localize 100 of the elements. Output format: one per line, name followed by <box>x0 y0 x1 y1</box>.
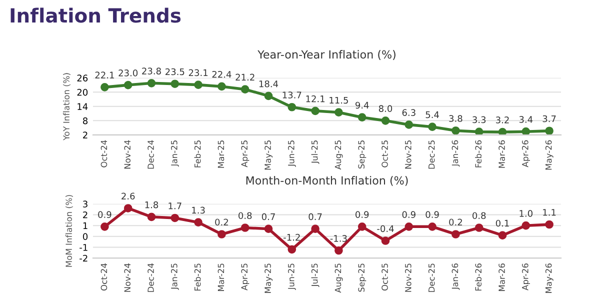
y-axis-title: YoY Inflation (%) <box>63 73 70 140</box>
y-tick-label: 3 <box>83 200 88 208</box>
data-label: 0.8 <box>472 212 486 220</box>
x-tick-label: Oct-24 <box>100 263 108 291</box>
data-label: 0.2 <box>449 218 462 226</box>
data-label: 22.4 <box>212 70 232 78</box>
y-tick-label: -2 <box>80 254 88 262</box>
x-tick-label: Oct-25 <box>382 264 388 291</box>
x-tick-label: Feb-26 <box>475 263 482 291</box>
y-tick-label: -1 <box>80 244 88 251</box>
point <box>170 80 180 88</box>
x-tick-label: Sep-25 <box>358 264 366 292</box>
y-tick-label: 14 <box>78 103 88 110</box>
point <box>288 102 296 112</box>
point <box>311 106 320 116</box>
point <box>452 126 460 135</box>
data-label: 0.9 <box>402 211 416 218</box>
data-label: 0.1 <box>496 220 509 227</box>
point <box>522 127 530 135</box>
y-tick-label: 20 <box>77 88 88 96</box>
data-label: 0.8 <box>238 212 252 220</box>
point <box>452 230 460 238</box>
x-tick-label: Aug-25 <box>334 140 343 170</box>
data-label: 11.5 <box>330 96 348 104</box>
x-tick-label: Feb-25 <box>194 140 201 168</box>
point <box>100 222 109 231</box>
y-tick-label: 8 <box>83 117 88 124</box>
point <box>381 236 390 245</box>
point <box>498 128 507 135</box>
x-tick-label: Dec-24 <box>148 140 154 169</box>
x-tick-label: Jun-25 <box>288 140 296 167</box>
x-tick-label: Mar-26 <box>498 140 505 168</box>
data-label: 5.4 <box>426 111 439 118</box>
point <box>545 220 554 229</box>
point <box>124 204 132 212</box>
data-label: 13.7 <box>282 92 302 98</box>
point <box>428 122 436 131</box>
x-tick-label: Jan-26 <box>452 140 460 167</box>
y-tick-label: 0 <box>82 233 88 240</box>
point <box>311 224 320 233</box>
point <box>404 120 414 129</box>
point <box>474 224 484 232</box>
data-label: 23.5 <box>166 68 184 76</box>
x-tick-label: May-25 <box>264 264 273 293</box>
data-label: 1.3 <box>192 206 205 214</box>
x-tick-label: May-25 <box>264 140 273 170</box>
x-tick-label: Apr-26 <box>522 263 530 290</box>
data-label: 0.2 <box>215 218 228 226</box>
point <box>264 224 273 233</box>
y-tick-label: 26 <box>77 74 88 82</box>
x-tick-label: May-26 <box>545 263 554 293</box>
data-label: 9.4 <box>355 102 369 109</box>
point <box>170 214 180 222</box>
point <box>218 230 226 238</box>
x-tick-label: Jan-25 <box>171 264 179 290</box>
point <box>522 221 530 230</box>
data-label: 1.7 <box>168 202 182 210</box>
point <box>100 83 109 92</box>
point <box>194 80 202 89</box>
data-label: 22.1 <box>95 72 114 78</box>
x-tick-label: Dec-25 <box>428 264 435 292</box>
data-label: 0.9 <box>426 211 439 218</box>
data-label: 3.7 <box>542 115 556 122</box>
x-tick-label: Apr-25 <box>241 264 250 290</box>
x-tick-label: Dec-24 <box>148 263 154 292</box>
x-tick-label: Jan-25 <box>171 140 179 167</box>
x-tick-label: Nov-24 <box>124 140 131 169</box>
point <box>334 108 343 117</box>
x-tick-label: Jan-26 <box>452 263 460 290</box>
data-label: 1.8 <box>145 201 158 208</box>
data-label: 23.8 <box>142 68 161 74</box>
point <box>194 218 202 226</box>
point <box>358 113 366 122</box>
x-tick-label: Jun-25 <box>288 264 296 290</box>
point <box>264 92 273 100</box>
x-tick-label: Nov-25 <box>405 264 412 292</box>
y-tick-label: 2 <box>83 211 88 218</box>
x-tick-label: Nov-25 <box>405 140 412 169</box>
point <box>358 222 366 231</box>
y-axis-title: MoM Inflation (%) <box>66 195 73 267</box>
point <box>288 245 296 254</box>
point <box>428 222 436 231</box>
data-label: -1.2 <box>284 234 300 241</box>
data-label: -0.4 <box>377 225 394 232</box>
chart-title: Year-on-Year Inflation (%) <box>258 50 396 60</box>
y-tick-label: 2 <box>83 132 88 138</box>
point <box>334 246 343 255</box>
x-tick-label: Feb-26 <box>475 140 482 168</box>
point <box>218 82 226 91</box>
point <box>240 85 250 94</box>
x-tick-label: Feb-25 <box>194 264 201 291</box>
data-label: 0.9 <box>98 211 112 218</box>
data-label: 3.2 <box>496 116 509 124</box>
point <box>240 224 250 232</box>
data-label: 8.0 <box>378 105 392 112</box>
data-label: 23.1 <box>188 69 208 76</box>
y-tick-label: 1 <box>83 222 88 230</box>
x-tick-label: Apr-26 <box>522 140 530 168</box>
data-label: 0.9 <box>356 211 369 218</box>
x-tick-label: Mar-25 <box>218 140 224 168</box>
